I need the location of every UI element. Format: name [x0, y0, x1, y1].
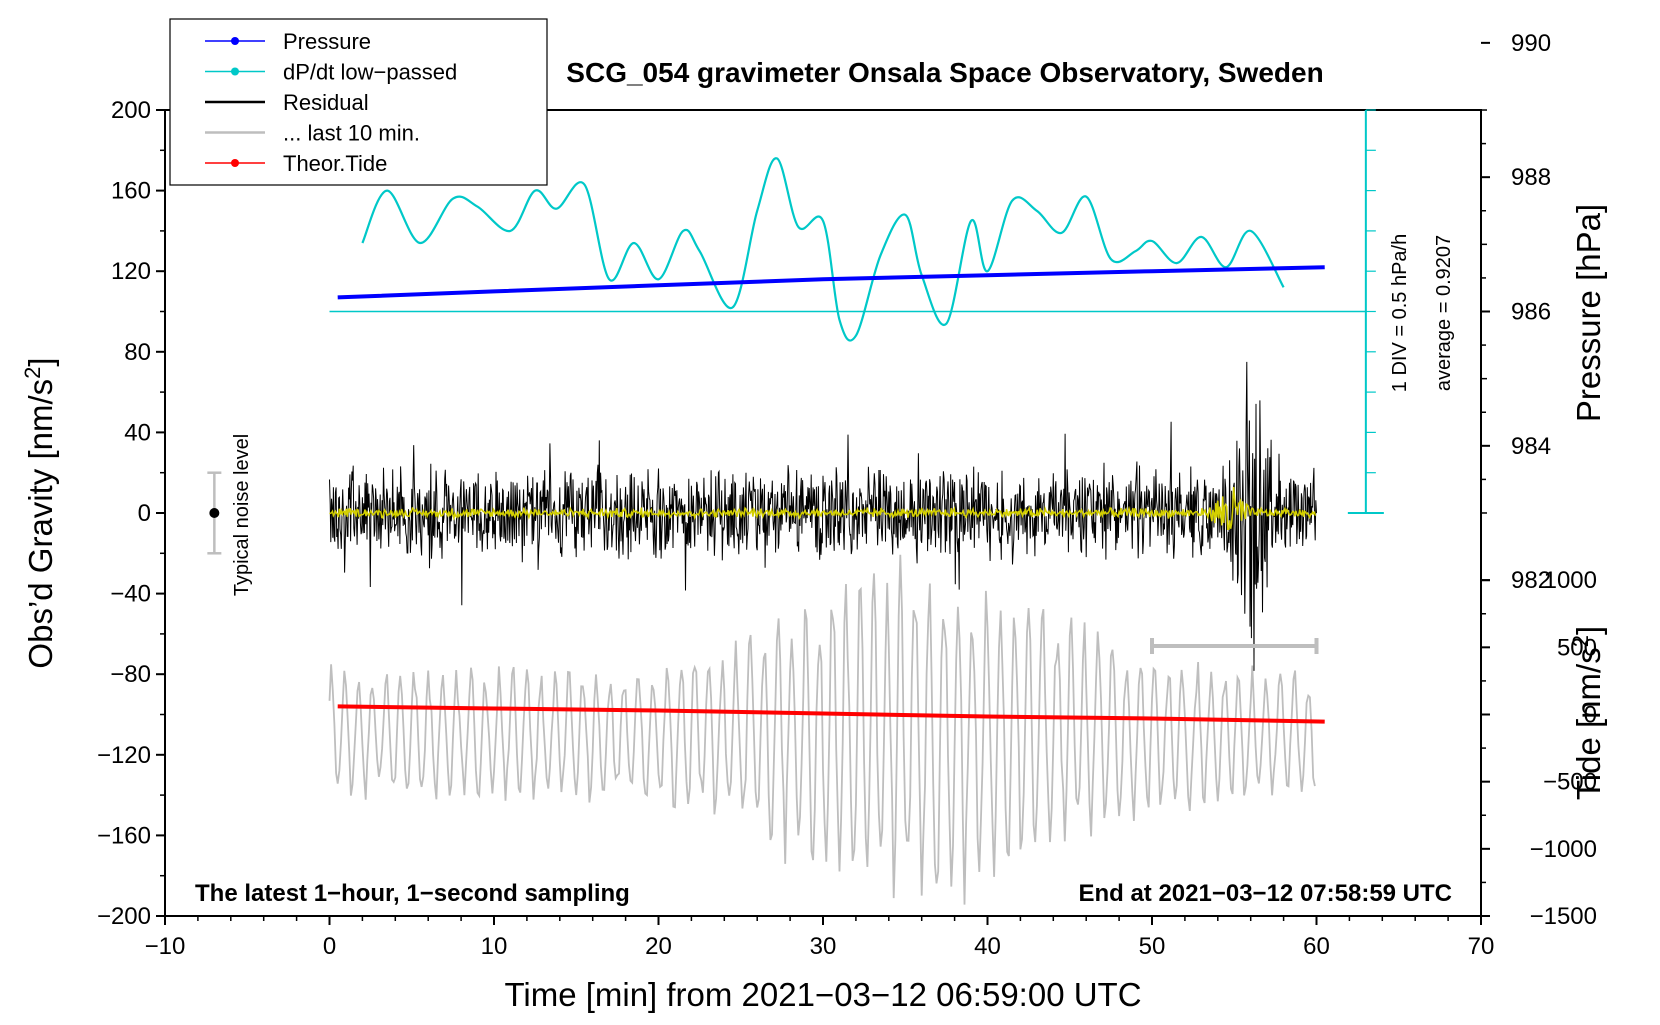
y-tick-label: 40 — [124, 419, 151, 446]
x-tick-label: 50 — [1139, 933, 1166, 960]
pressure-trace — [337, 265, 1325, 300]
tide-tick-label: −1500 — [1530, 903, 1597, 930]
y-tick-label: 0 — [138, 500, 151, 527]
annotation-end-time: End at 2021−03−12 07:58:59 UTC — [1078, 880, 1452, 907]
legend-swatch-dot — [231, 159, 239, 167]
y-tick-label: −200 — [97, 903, 151, 930]
x-tick-label: 0 — [323, 933, 336, 960]
y-tick-label: 200 — [111, 97, 151, 124]
y-tick-labels-left: 200 160 120 80 40 0 −40 −80 −120 −160 −200 — [97, 97, 151, 930]
pressure-tick-label: 984 — [1511, 433, 1551, 460]
x-tick-label: 60 — [1303, 933, 1330, 960]
legend-swatch-dot — [231, 67, 239, 76]
y-tick-label: −160 — [97, 822, 151, 849]
y-tick-label: −120 — [97, 742, 151, 769]
y-tick-label: −40 — [110, 581, 151, 608]
legend-label: Residual — [283, 90, 369, 115]
legend-swatch-dot — [231, 37, 239, 45]
annotation-average: average = 0.9207 — [1433, 235, 1455, 391]
y-axis-label-tide: Tide [nm/s2] — [1568, 626, 1607, 800]
pressure-tick-label: 982 — [1511, 567, 1551, 594]
legend-label: Pressure — [283, 29, 371, 54]
annotation-div: 1 DIV = 0.5 hPa/h — [1389, 234, 1411, 392]
tide-tick-label: 0 — [1584, 702, 1597, 729]
tide-tick-label: −1000 — [1530, 836, 1597, 863]
y-axis-label-pressure: Pressure [hPa] — [1570, 204, 1607, 422]
last-10-min-trace — [328, 554, 1316, 905]
decor-layer — [207, 109, 1384, 654]
tide-tick-labels: 1000 500 0 −500 −1000 −1500 — [1530, 567, 1597, 930]
noise-bar-center — [209, 508, 220, 518]
legend: Pressure dP/dt low−passed Residual ... last… — [169, 18, 548, 186]
pressure-tick-labels: 990 988 986 984 982 — [1511, 30, 1551, 594]
x-tick-label: 70 — [1468, 933, 1495, 960]
series-layer — [328, 157, 1325, 905]
legend-label: ... last 10 min. — [283, 121, 420, 146]
annotation-sampling: The latest 1−hour, 1−second sampling — [195, 880, 630, 907]
legend-entries: Pressure dP/dt low−passed Residual ... last… — [205, 29, 457, 176]
tick-marks — [156, 41, 1490, 925]
tide-tick-label: 1000 — [1544, 567, 1597, 594]
legend-label: dP/dt low−passed — [283, 60, 457, 85]
pressure-tick-label: 986 — [1511, 299, 1551, 326]
legend-label: Theor.Tide — [283, 151, 387, 176]
tide-tick-label: 500 — [1557, 634, 1597, 661]
y-tick-label: 80 — [124, 339, 151, 366]
y-tick-label: 120 — [111, 258, 151, 285]
residual-lowpass-trace — [329, 486, 1317, 531]
pressure-tick-label: 988 — [1511, 164, 1551, 191]
x-tick-labels: −10 0 10 20 30 40 50 60 70 — [145, 933, 1495, 960]
tide-tick-label: −500 — [1543, 769, 1597, 796]
x-tick-label: 40 — [974, 933, 1001, 960]
chart-title: SCG_054 gravimeter Onsala Space Observat… — [566, 57, 1323, 88]
y-axis-label-left: Obs’d Gravity [nm/s2] — [20, 357, 59, 668]
x-tick-label: 10 — [481, 933, 508, 960]
x-tick-label: 20 — [645, 933, 672, 960]
x-axis-label: Time [min] from 2021−03−12 06:59:00 UTC — [504, 976, 1141, 1013]
y-tick-label: 160 — [111, 178, 151, 205]
residual-trace — [329, 361, 1317, 671]
annotation-noise-level: Typical noise level — [231, 434, 253, 596]
x-tick-label: 30 — [810, 933, 837, 960]
dpdt-trace — [361, 157, 1285, 342]
y-tick-label: −80 — [110, 661, 151, 688]
pressure-tick-label: 990 — [1511, 30, 1551, 57]
x-tick-label: −10 — [145, 933, 186, 960]
theoretical-tide-trace — [337, 704, 1325, 724]
legend-box — [169, 18, 548, 186]
